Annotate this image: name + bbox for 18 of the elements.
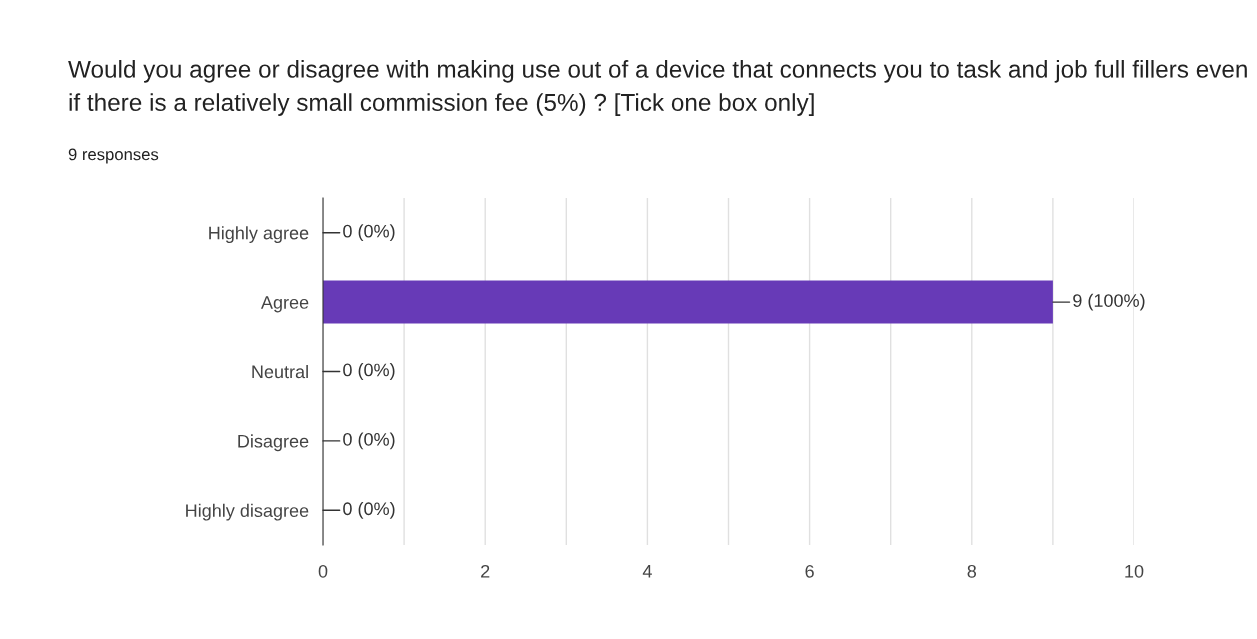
x-tick-label: 2: [481, 564, 490, 578]
text: 9 responses: [68, 148, 159, 164]
x-tick-label: 6: [805, 564, 814, 578]
x-tick-label: 0: [318, 564, 328, 578]
y-tick-label: Agree: [260, 296, 309, 313]
data-label: 0 (0%): [343, 432, 395, 450]
data-label: 0 (0%): [343, 501, 395, 519]
data-label: 0 (0%): [343, 224, 395, 242]
data-label: 0 (0%): [343, 363, 395, 380]
y-tick-label: Neutral: [252, 364, 308, 379]
chart-title: Would you agree or disagree with making use out of a device that connects you to task and job full fillers even if there is a relatively small commission fee (5%) ? [Tick one box only]: [68, 60, 1247, 116]
data-label: 9 (100%): [1073, 293, 1145, 311]
y-tick-label: Disagree: [238, 434, 309, 452]
x-tick-label: 4: [642, 565, 652, 578]
y-tick-label: Highly disagree: [186, 503, 309, 521]
x-tick-label: 10: [1125, 564, 1144, 578]
x-tick-label: 8: [967, 564, 977, 578]
y-tick-label: Highly agree: [209, 226, 309, 243]
